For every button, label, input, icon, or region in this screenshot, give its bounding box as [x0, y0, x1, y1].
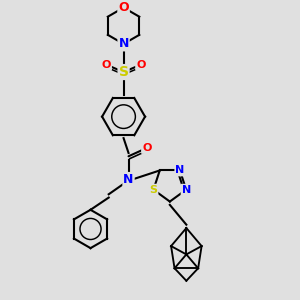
Text: O: O — [142, 143, 152, 153]
Text: N: N — [123, 173, 134, 186]
Text: O: O — [136, 60, 146, 70]
Text: N: N — [175, 166, 184, 176]
Text: S: S — [118, 65, 129, 79]
Text: N: N — [118, 38, 129, 50]
Text: O: O — [102, 60, 111, 70]
Text: S: S — [149, 185, 158, 195]
Text: O: O — [118, 1, 129, 14]
Text: N: N — [182, 185, 191, 195]
